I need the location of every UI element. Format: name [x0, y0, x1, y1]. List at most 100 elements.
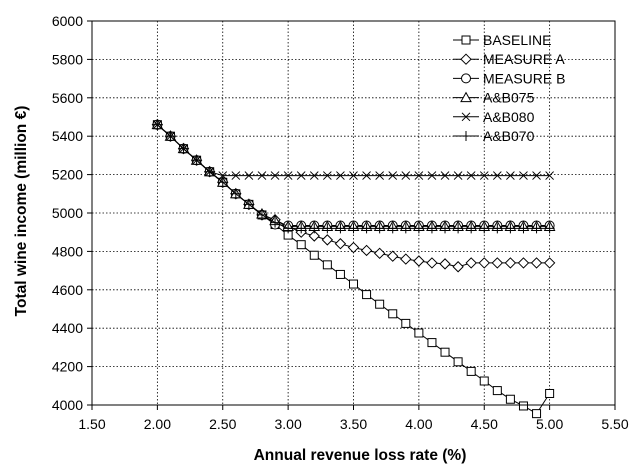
data-point: [322, 260, 332, 270]
legend-item: A&B070: [453, 128, 535, 144]
data-point: [204, 166, 215, 177]
data-point: [453, 223, 464, 234]
x-tick-label: 4.00: [405, 416, 432, 432]
data-point: [505, 394, 515, 404]
legend: BASELINE MEASURE A MEASURE B A&B075 A&B080 A&…: [453, 32, 565, 144]
data-point: [426, 257, 438, 269]
data-point: [349, 171, 358, 180]
data-point: [362, 171, 371, 180]
data-point: [322, 171, 332, 180]
data-point: [505, 223, 516, 234]
axis-ticks: 4000 4200 4400 4600 4800 5000 5200 5400 5600 5800…: [52, 13, 629, 432]
data-point: [504, 257, 517, 269]
data-point: [348, 223, 359, 234]
legend-label: A&B070: [483, 128, 535, 144]
data-point: [374, 223, 385, 234]
data-point: [426, 223, 437, 234]
data-point: [532, 409, 542, 419]
data-point: [388, 171, 398, 180]
data-point: [309, 250, 319, 260]
gridlines: [92, 21, 615, 405]
data-point: [453, 357, 463, 367]
data-point: [335, 269, 345, 279]
data-point: [349, 279, 358, 289]
data-point: [466, 366, 476, 376]
data-point: [400, 223, 411, 234]
data-point: [518, 401, 528, 411]
legend-label: A&B075: [483, 90, 535, 106]
y-tick-label: 4000: [52, 397, 83, 413]
data-point: [361, 223, 372, 234]
data-point: [401, 318, 411, 328]
data-point: [347, 241, 360, 254]
data-point: [231, 171, 241, 180]
data-point: [257, 171, 267, 180]
data-point: [413, 255, 425, 267]
legend-item: A&B075: [453, 90, 535, 106]
data-point: [543, 257, 556, 269]
y-tick-label: 5800: [52, 51, 83, 67]
data-point: [491, 257, 504, 269]
data-point: [544, 223, 555, 234]
data-point: [466, 171, 476, 180]
data-point: [230, 188, 241, 199]
data-point: [453, 171, 463, 180]
data-point: [506, 171, 515, 180]
data-point: [439, 258, 451, 270]
data-point: [530, 257, 543, 269]
data-point: [336, 171, 345, 180]
legend-label: MEASURE A: [483, 51, 565, 67]
data-point: [308, 230, 320, 242]
data-point: [387, 250, 399, 262]
y-tick-label: 4200: [52, 359, 83, 375]
data-point: [427, 338, 437, 348]
legend-item: BASELINE: [453, 32, 551, 48]
data-point: [492, 171, 502, 180]
data-point: [414, 171, 424, 180]
legend-label: A&B080: [483, 109, 535, 125]
legend-label: MEASURE B: [483, 70, 565, 86]
data-point: [414, 328, 424, 338]
data-point: [270, 217, 281, 228]
y-tick-label: 6000: [52, 13, 83, 29]
data-point: [321, 234, 334, 246]
data-point: [518, 223, 529, 234]
data-point: [531, 223, 542, 234]
data-point: [165, 131, 176, 142]
data-point: [217, 177, 228, 188]
data-point: [466, 223, 477, 234]
x-tick-label: 3.50: [340, 416, 367, 432]
data-point: [545, 388, 555, 398]
data-point: [400, 253, 412, 265]
x-tick-label: 4.50: [471, 416, 498, 432]
data-point: [322, 223, 333, 234]
data-point: [492, 386, 502, 396]
data-point: [362, 290, 372, 300]
data-point: [545, 171, 554, 180]
data-point: [452, 261, 464, 273]
data-point: [296, 171, 306, 180]
legend-marker: [461, 73, 471, 84]
legend-marker: [460, 53, 472, 65]
data-point: [296, 240, 306, 250]
data-point: [335, 223, 346, 234]
data-point: [519, 171, 528, 180]
data-point: [309, 223, 320, 234]
data-point: [309, 171, 319, 180]
y-tick-label: 5000: [52, 205, 83, 221]
data-point: [532, 171, 541, 180]
series-a-b070: [152, 119, 555, 234]
legend-marker: [460, 91, 472, 103]
data-point: [373, 247, 386, 260]
legend-marker: [461, 35, 471, 45]
legend-item: MEASURE A: [453, 51, 565, 67]
data-point: [334, 238, 347, 250]
legend-marker: [461, 112, 471, 122]
data-point: [478, 257, 490, 269]
y-tick-label: 5200: [52, 167, 83, 183]
data-point: [218, 171, 228, 180]
data-point: [152, 119, 163, 130]
data-point: [270, 171, 280, 180]
series-group: [151, 118, 556, 419]
x-tick-label: 1.50: [78, 416, 105, 432]
